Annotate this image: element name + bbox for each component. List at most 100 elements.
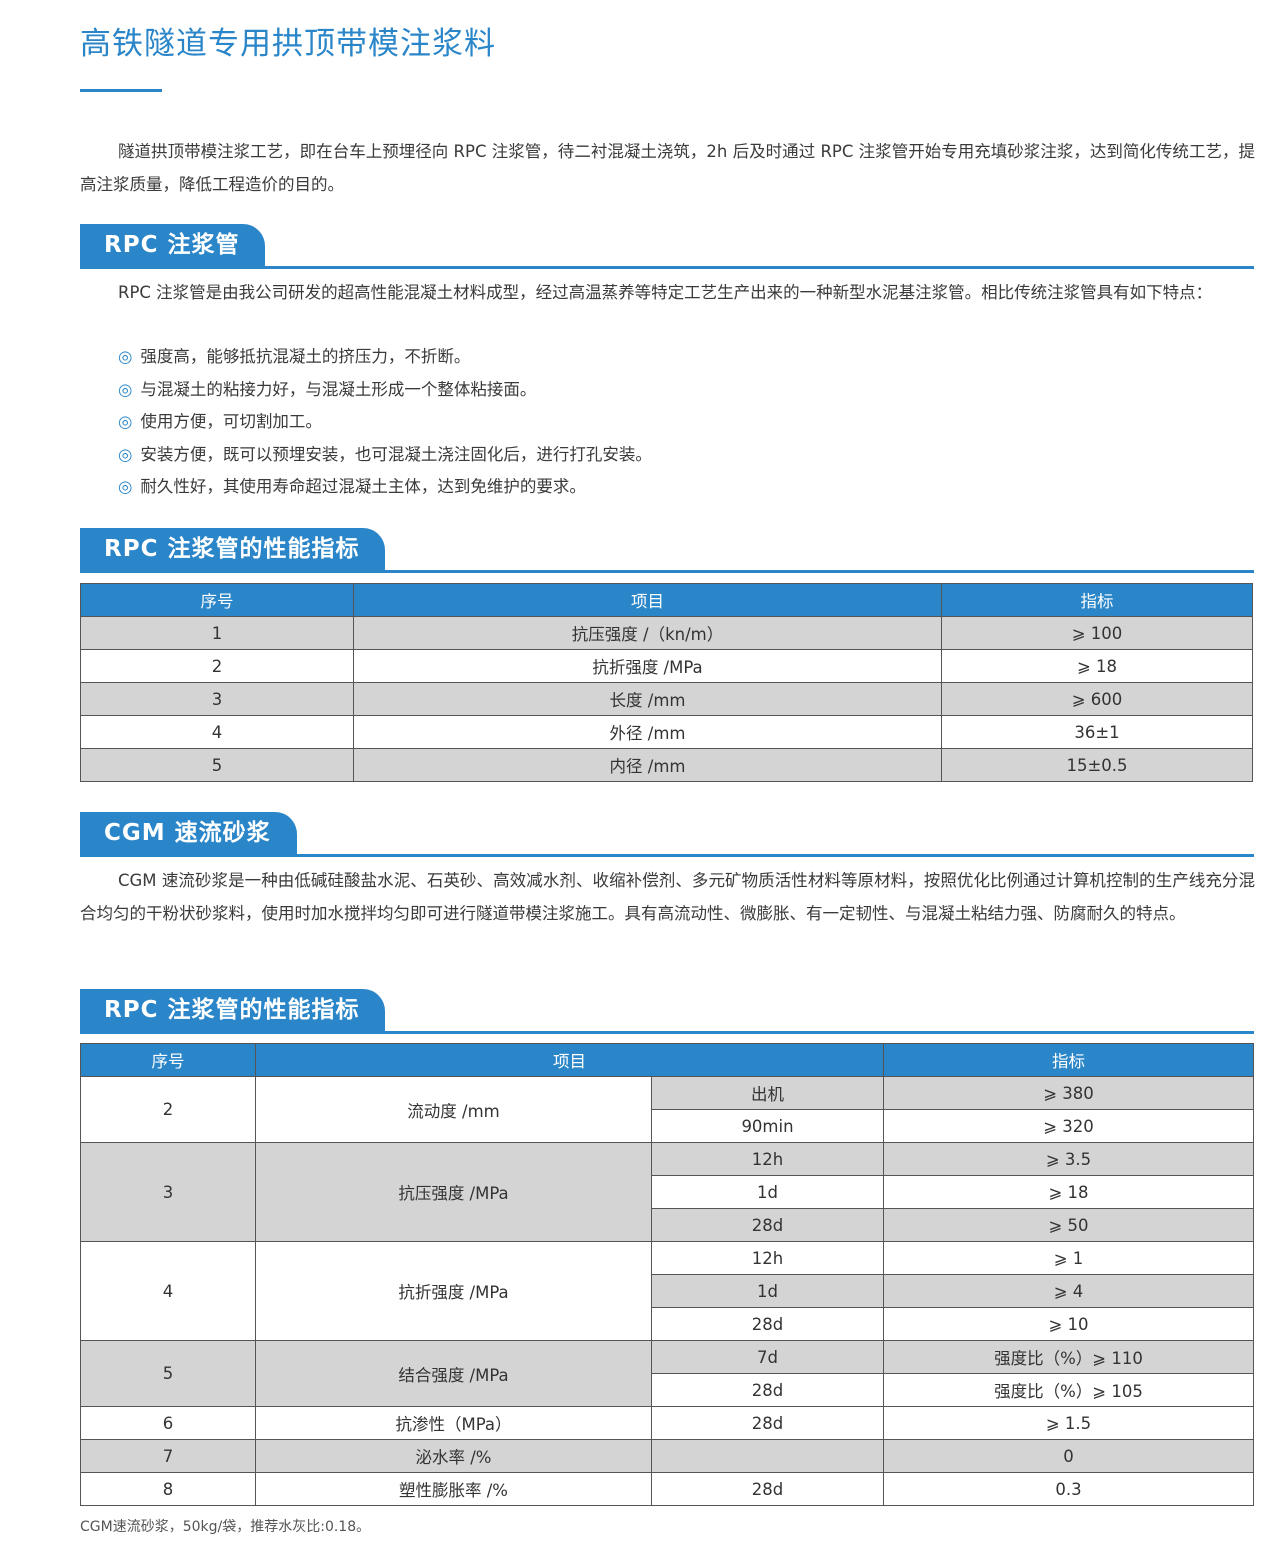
row-number-cell: 6 — [80, 1406, 256, 1440]
feature-item: ◎ 安装方便，既可以预埋安装，也可混凝土浇注固化后，进行打孔安装。 — [118, 439, 652, 472]
condition-cell: 28d — [651, 1406, 884, 1440]
table-row: 3 长度 /mm ⩾ 600 — [80, 682, 1253, 716]
rpc-spec-table: 序号 项目 指标 1 抗压强度 /（kn/m） ⩾ 100 2 抗折强度 /MPa ⩾ 18 3 长… — [80, 583, 1253, 782]
table-row: 28d ⩾ 10 — [81, 1307, 1254, 1341]
section-table2-heading: RPC 注浆管的性能指标 — [80, 989, 1254, 1034]
table-cell: ⩾ 100 — [941, 616, 1253, 650]
title-underline — [80, 89, 162, 92]
intro-paragraph: 隧道拱顶带模注浆工艺，即在台车上预埋径向 RPC 注浆管，待二衬混凝土浇筑，2h… — [80, 136, 1255, 201]
condition-cell: 28d — [651, 1373, 884, 1407]
row-number-cell: 8 — [80, 1472, 256, 1506]
table-row: 2 抗折强度 /MPa ⩾ 18 — [80, 649, 1253, 683]
feature-text: 强度高，能够抵抗混凝土的挤压力，不折断。 — [140, 347, 471, 366]
feature-text: 耐久性好，其使用寿命超过混凝土主体，达到免维护的要求。 — [140, 477, 586, 497]
cgm-desc-text: CGM 速流砂浆是一种由低碱硅酸盐水泥、石英砂、高效减水剂、收缩补偿剂、多元矿物… — [80, 871, 1255, 923]
section-rpc-heading: RPC 注浆管 — [80, 224, 1254, 269]
feature-item: ◎ 耐久性好，其使用寿命超过混凝土主体，达到免维护的要求。 — [118, 471, 652, 504]
table-cell: 15±0.5 — [941, 748, 1253, 782]
footnote: CGM速流砂浆，50kg/袋，推荐水灰比:0.18。 — [80, 1519, 371, 1535]
value-cell: ⩾ 1.5 — [883, 1406, 1254, 1440]
item-cell: 泌水率 /% — [255, 1439, 652, 1473]
table-cell: 2 — [80, 649, 354, 683]
row-number-cell: 5 — [80, 1340, 256, 1407]
table-cell: 外径 /mm — [353, 715, 942, 749]
table-row: 1d ⩾ 18 — [81, 1175, 1254, 1209]
table-row: 28d ⩾ 50 — [81, 1208, 1254, 1242]
condition-cell: 7d — [651, 1340, 884, 1374]
table-header-row: 序号 项目 指标 — [80, 583, 1253, 617]
item-cell: 结合强度 /MPa — [255, 1340, 652, 1407]
row-number-cell: 7 — [80, 1439, 256, 1473]
feature-item: ◎ 与混凝土的粘接力好，与混凝土形成一个整体粘接面。 — [118, 374, 652, 407]
table-cell: 1 — [80, 616, 354, 650]
section-title: RPC 注浆管的性能指标 — [80, 528, 386, 570]
table-cell: 长度 /mm — [353, 682, 942, 716]
condition-cell: 1d — [651, 1175, 884, 1209]
table-cell: 抗压强度 /（kn/m） — [353, 616, 942, 650]
table-cell: ⩾ 600 — [941, 682, 1253, 716]
row-number-cell: 4 — [80, 1241, 256, 1341]
table-row: 7 泌水率 /% 0 — [80, 1439, 1254, 1473]
table-row: 1d ⩾ 4 — [81, 1274, 1254, 1308]
table-row: 90min ⩾ 320 — [81, 1109, 1254, 1143]
bullet-circle-icon: ◎ — [118, 412, 133, 432]
table-row: 2 流动度 /mm 出机 ⩾ 380 — [80, 1076, 1254, 1143]
value-cell: ⩾ 3.5 — [883, 1142, 1254, 1176]
section-title: RPC 注浆管的性能指标 — [80, 989, 386, 1031]
table-row: 5 内径 /mm 15±0.5 — [80, 748, 1253, 782]
condition-cell: 12h — [651, 1241, 884, 1275]
table-cell: 内径 /mm — [353, 748, 942, 782]
item-cell: 抗压强度 /MPa — [255, 1142, 652, 1242]
section-title: RPC 注浆管 — [80, 224, 266, 266]
feature-item: ◎ 强度高，能够抵抗混凝土的挤压力，不折断。 — [118, 341, 652, 374]
column-header: 指标 — [941, 583, 1253, 617]
table-row: 5 结合强度 /MPa 7d 强度比（%）⩾ 110 — [80, 1340, 1254, 1407]
item-cell: 流动度 /mm — [255, 1076, 652, 1143]
intro-text: 隧道拱顶带模注浆工艺，即在台车上预埋径向 RPC 注浆管，待二衬混凝土浇筑，2h… — [80, 142, 1255, 194]
condition-cell: 90min — [651, 1109, 884, 1143]
table-cell: 5 — [80, 748, 354, 782]
table-cell: ⩾ 18 — [941, 649, 1253, 683]
rpc-description: RPC 注浆管是由我公司研发的超高性能混凝土材料成型，经过高温蒸养等特定工艺生产… — [80, 277, 1255, 310]
value-cell: 0 — [883, 1439, 1254, 1473]
column-header: 序号 — [80, 1043, 256, 1077]
condition-cell: 1d — [651, 1274, 884, 1308]
table-cell: 4 — [80, 715, 354, 749]
table-cell: 3 — [80, 682, 354, 716]
item-cell: 抗渗性（MPa） — [255, 1406, 652, 1440]
value-cell: ⩾ 10 — [883, 1307, 1254, 1341]
page-title: 高铁隧道专用拱顶带模注浆料 — [80, 26, 496, 62]
condition-cell — [651, 1439, 884, 1473]
feature-item: ◎ 使用方便，可切割加工。 — [118, 406, 652, 439]
column-header: 序号 — [80, 583, 354, 617]
value-cell: ⩾ 50 — [883, 1208, 1254, 1242]
value-cell: ⩾ 18 — [883, 1175, 1254, 1209]
value-cell: ⩾ 320 — [883, 1109, 1254, 1143]
table-row: 3 抗压强度 /MPa 12h ⩾ 3.5 — [80, 1142, 1254, 1242]
section-table1-heading: RPC 注浆管的性能指标 — [80, 528, 1254, 573]
feature-text: 使用方便，可切割加工。 — [140, 412, 322, 432]
value-cell: ⩾ 4 — [883, 1274, 1254, 1308]
item-cell: 塑性膨胀率 /% — [255, 1472, 652, 1506]
condition-cell: 出机 — [651, 1076, 884, 1110]
condition-cell: 12h — [651, 1142, 884, 1176]
condition-cell: 28d — [651, 1472, 884, 1506]
value-cell: 0.3 — [883, 1472, 1254, 1506]
row-number-cell: 3 — [80, 1142, 256, 1242]
table-row: 6 抗渗性（MPa） 28d ⩾ 1.5 — [80, 1406, 1254, 1440]
section-cgm-heading: CGM 速流砂浆 — [80, 812, 1254, 857]
table-row: 28d 强度比（%）⩾ 105 — [81, 1373, 1254, 1407]
column-header: 项目 — [353, 583, 942, 617]
cgm-spec-table: 序号 项目 指标 2 流动度 /mm 出机 ⩾ 380 90min ⩾ 320 3 抗压强度 /MP… — [80, 1043, 1254, 1506]
table-cell: 抗折强度 /MPa — [353, 649, 942, 683]
feature-text: 安装方便，既可以预埋安装，也可混凝土浇注固化后，进行打孔安装。 — [140, 444, 652, 464]
table-header-row: 序号 项目 指标 — [80, 1043, 1254, 1077]
item-cell: 抗折强度 /MPa — [255, 1241, 652, 1341]
value-cell: ⩾ 380 — [883, 1076, 1254, 1110]
table-cell: 36±1 — [941, 715, 1253, 749]
column-header: 项目 — [255, 1043, 884, 1077]
table-row: 4 外径 /mm 36±1 — [80, 715, 1253, 749]
bullet-circle-icon: ◎ — [118, 379, 133, 399]
table-row: 4 抗折强度 /MPa 12h ⩾ 1 — [80, 1241, 1254, 1341]
